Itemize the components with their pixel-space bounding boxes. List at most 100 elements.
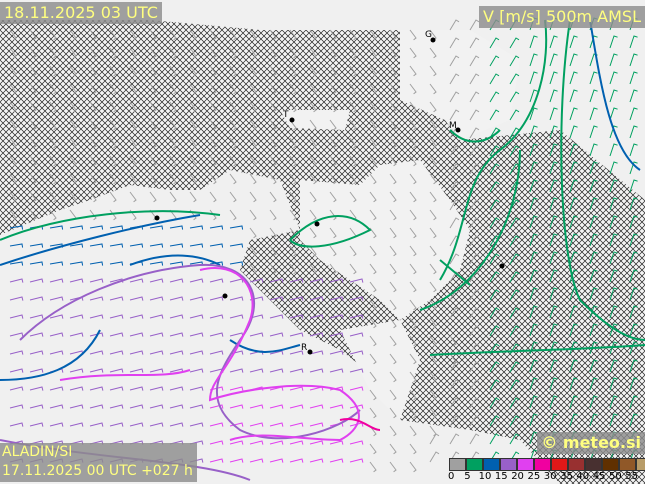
wind-barb [229, 119, 237, 131]
wind-barb [29, 65, 37, 77]
wind-barb [609, 287, 618, 301]
wind-barb [609, 215, 618, 229]
wind-barb [229, 296, 244, 301]
wind-barb [449, 271, 460, 283]
wind-barb [489, 325, 500, 337]
wind-barb [549, 35, 558, 49]
wind-barb [489, 181, 500, 193]
wind-barb [369, 245, 377, 257]
wind-barb [249, 47, 257, 59]
wind-barb [509, 361, 520, 373]
wind-barb [329, 191, 337, 203]
wind-barb [229, 225, 244, 230]
wind-barb [409, 209, 417, 221]
wind-barb [169, 386, 184, 391]
wind-barb [429, 353, 437, 365]
wind-barb [549, 323, 558, 337]
wind-barb [289, 296, 304, 301]
legend-swatch [568, 458, 585, 471]
wind-barb [429, 65, 437, 77]
wind-barb [109, 173, 117, 185]
wind-barb [9, 368, 24, 373]
wind-barb [109, 386, 124, 391]
wind-barb [389, 47, 397, 59]
wind-barb [509, 289, 520, 301]
wind-barb [129, 119, 137, 131]
wind-barb [329, 137, 337, 149]
wind-barb [629, 359, 638, 373]
wind-barb [289, 209, 297, 221]
wind-barb [9, 350, 24, 355]
wind-barb [309, 65, 317, 77]
wind-barb [169, 155, 177, 167]
wind-barb [69, 261, 84, 266]
wind-barb [469, 361, 480, 373]
wind-barb [169, 191, 177, 203]
wind-barb [149, 422, 164, 427]
wind-barb [549, 413, 558, 427]
wind-barb [249, 404, 264, 409]
wind-barb [509, 109, 520, 121]
wind-barb [109, 404, 124, 409]
wind-barb [389, 263, 397, 275]
wind-barb [49, 65, 57, 77]
wind-barb [269, 296, 284, 301]
wind-barb [549, 215, 558, 229]
wind-barb [489, 433, 500, 445]
wind-barb [89, 261, 104, 266]
wind-barb [149, 173, 157, 185]
wind-barb [529, 431, 538, 445]
wind-barb [449, 433, 460, 445]
wind-barb [129, 332, 144, 337]
wind-barb [309, 278, 324, 283]
wind-barb [349, 368, 364, 373]
wind-barb [349, 386, 364, 391]
wind-barb [629, 179, 638, 193]
wind-barb [309, 47, 317, 59]
wind-barb [389, 425, 397, 437]
wind-barb [549, 53, 558, 67]
wind-barb [89, 155, 97, 167]
wind-barb [609, 143, 618, 157]
wind-barb [209, 458, 224, 463]
wind-barb [189, 278, 204, 283]
legend-tick-label: 25 [527, 471, 541, 482]
wind-barb [149, 296, 164, 301]
wind-barb [529, 287, 538, 301]
wind-barb [609, 35, 618, 49]
wind-barb [369, 155, 377, 167]
isotach-25 [339, 417, 381, 431]
wind-barb [209, 191, 217, 203]
wind-barb [609, 125, 618, 139]
wind-barb [629, 305, 638, 319]
wind-barb [449, 145, 460, 157]
legend-tick-label: 50 [609, 471, 622, 482]
wind-barb [9, 225, 24, 230]
wind-barb [529, 143, 538, 157]
wind-barb [629, 287, 638, 301]
wind-barb [129, 101, 137, 113]
wind-barb [89, 368, 104, 373]
wind-barb [569, 323, 578, 337]
wind-barb [369, 281, 377, 293]
wind-barb [409, 137, 417, 149]
wind-barb [229, 458, 244, 463]
wind-barb [109, 209, 117, 221]
wind-barb [169, 296, 184, 301]
wind-barb [569, 395, 578, 409]
wind-barb [589, 287, 598, 301]
wind-barb [29, 173, 37, 185]
wind-barb [9, 296, 24, 301]
wind-barb [529, 323, 538, 337]
wind-barb [369, 263, 377, 275]
wind-barb [49, 350, 64, 355]
wind-barb [29, 137, 37, 149]
wind-barb [109, 350, 124, 355]
wind-barb [129, 243, 144, 248]
wind-barb [249, 332, 264, 337]
wind-barb [269, 245, 277, 257]
wind-barb [289, 83, 297, 95]
city-label-t: T [282, 110, 289, 120]
wind-barb [29, 278, 44, 283]
